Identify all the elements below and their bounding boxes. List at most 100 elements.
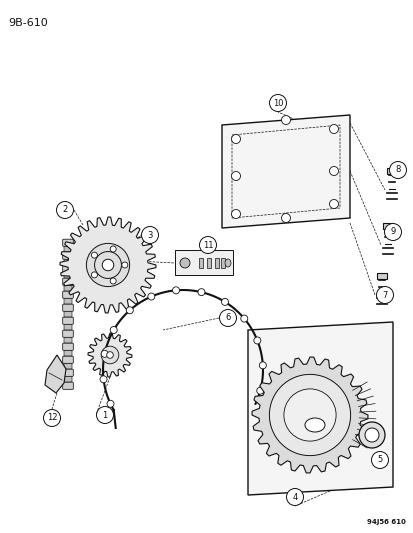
Polygon shape — [60, 217, 156, 313]
Text: 1: 1 — [102, 410, 107, 419]
Circle shape — [370, 451, 387, 469]
Circle shape — [56, 201, 74, 219]
Text: 12: 12 — [47, 414, 57, 423]
Text: 5: 5 — [377, 456, 382, 464]
Circle shape — [389, 161, 406, 179]
FancyBboxPatch shape — [175, 250, 233, 275]
Polygon shape — [247, 322, 392, 495]
Circle shape — [259, 362, 266, 369]
Circle shape — [197, 289, 204, 296]
FancyBboxPatch shape — [64, 311, 72, 317]
FancyBboxPatch shape — [62, 317, 73, 324]
Bar — [206, 258, 211, 268]
Circle shape — [256, 387, 263, 394]
FancyBboxPatch shape — [62, 278, 73, 285]
Polygon shape — [88, 333, 132, 377]
Circle shape — [364, 428, 378, 442]
FancyBboxPatch shape — [64, 260, 72, 265]
Text: 94J56 610: 94J56 610 — [366, 519, 405, 525]
Text: 9B-610: 9B-610 — [8, 18, 47, 28]
FancyBboxPatch shape — [64, 351, 72, 356]
Text: 3: 3 — [147, 230, 152, 239]
FancyBboxPatch shape — [62, 291, 73, 298]
Circle shape — [269, 94, 286, 111]
Bar — [221, 258, 224, 268]
FancyBboxPatch shape — [64, 246, 72, 252]
FancyBboxPatch shape — [64, 298, 72, 304]
Circle shape — [147, 293, 154, 300]
Circle shape — [43, 409, 60, 426]
Circle shape — [102, 259, 114, 271]
FancyBboxPatch shape — [64, 364, 72, 369]
Circle shape — [107, 400, 114, 407]
Text: 10: 10 — [272, 99, 282, 108]
Circle shape — [91, 252, 97, 258]
Circle shape — [281, 214, 290, 222]
FancyBboxPatch shape — [64, 272, 72, 278]
Text: 2: 2 — [62, 206, 67, 214]
FancyBboxPatch shape — [64, 286, 72, 291]
Circle shape — [286, 489, 303, 505]
FancyBboxPatch shape — [62, 369, 73, 376]
Circle shape — [240, 315, 247, 322]
Circle shape — [358, 422, 384, 448]
Text: 9: 9 — [389, 228, 395, 237]
Circle shape — [329, 166, 338, 175]
Circle shape — [100, 376, 107, 383]
FancyBboxPatch shape — [62, 330, 73, 337]
FancyBboxPatch shape — [62, 356, 73, 364]
Circle shape — [283, 389, 335, 441]
Polygon shape — [221, 115, 349, 228]
Circle shape — [199, 237, 216, 254]
Circle shape — [126, 306, 133, 314]
Circle shape — [141, 227, 158, 244]
FancyBboxPatch shape — [64, 337, 72, 343]
Bar — [386, 168, 396, 174]
Circle shape — [231, 134, 240, 143]
Circle shape — [221, 298, 228, 305]
FancyBboxPatch shape — [62, 252, 73, 260]
FancyBboxPatch shape — [62, 382, 73, 389]
FancyBboxPatch shape — [64, 325, 72, 330]
FancyBboxPatch shape — [62, 239, 73, 246]
Circle shape — [281, 116, 290, 125]
Circle shape — [180, 258, 190, 268]
Ellipse shape — [224, 259, 230, 267]
Text: 8: 8 — [394, 166, 400, 174]
Text: 4: 4 — [292, 492, 297, 502]
Circle shape — [172, 287, 179, 294]
Circle shape — [101, 350, 108, 357]
Circle shape — [94, 252, 121, 278]
Circle shape — [329, 199, 338, 208]
Circle shape — [384, 223, 401, 240]
Circle shape — [110, 246, 116, 252]
Circle shape — [107, 352, 113, 358]
Circle shape — [86, 244, 129, 287]
FancyBboxPatch shape — [62, 265, 73, 272]
Circle shape — [231, 209, 240, 219]
Bar — [214, 258, 218, 268]
Bar — [376, 273, 386, 279]
FancyBboxPatch shape — [64, 376, 72, 382]
Circle shape — [329, 125, 338, 133]
Circle shape — [231, 172, 240, 181]
Circle shape — [219, 310, 236, 327]
Circle shape — [110, 327, 117, 334]
Circle shape — [121, 262, 128, 268]
FancyBboxPatch shape — [62, 304, 73, 311]
Bar — [199, 258, 202, 268]
Bar — [382, 223, 392, 229]
Circle shape — [91, 272, 97, 278]
Polygon shape — [45, 355, 66, 393]
Circle shape — [96, 407, 113, 424]
Polygon shape — [252, 357, 367, 473]
Text: 6: 6 — [225, 313, 230, 322]
FancyBboxPatch shape — [62, 343, 73, 350]
Circle shape — [269, 374, 350, 456]
Circle shape — [253, 337, 260, 344]
Text: 7: 7 — [381, 290, 387, 300]
Circle shape — [110, 278, 116, 284]
Ellipse shape — [304, 418, 324, 432]
Circle shape — [101, 346, 119, 364]
Circle shape — [375, 287, 392, 303]
